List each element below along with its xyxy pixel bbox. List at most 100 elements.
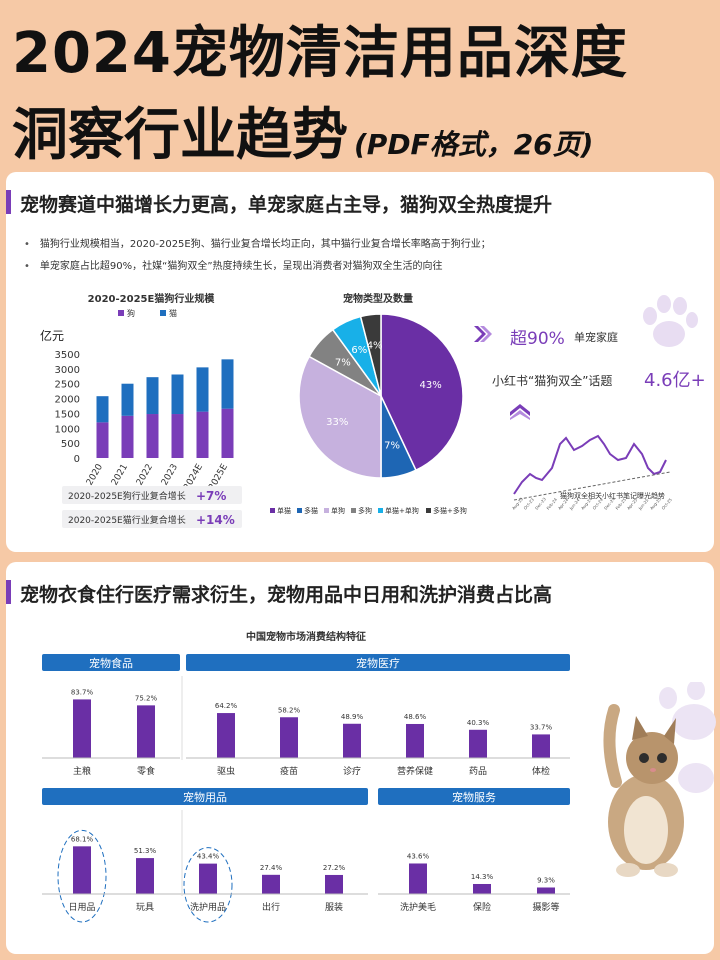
category-label: 服装: [325, 901, 343, 913]
pie-label: 43%: [419, 380, 441, 391]
legend-label: 多狗: [358, 506, 372, 515]
legend-swatch: [160, 310, 166, 316]
note-text: 2020-2025E狗行业复合增长: [68, 490, 186, 502]
legend-swatch: [118, 310, 124, 316]
category-label: 药品: [469, 766, 487, 777]
chart-title: 中国宠物市场消费结构特征: [246, 630, 366, 643]
bullet-item: 单宠家庭占比超90%，社媒“猫狗双全”热度持续生长，呈现出消费者对猫狗双全生活的…: [24, 256, 491, 278]
category-label: 诊疗: [343, 765, 361, 777]
category-label: 摄影等: [532, 901, 559, 913]
paw-print-icon: [659, 682, 716, 793]
legend-label: 单狗: [331, 506, 345, 515]
chart-title: 2020-2025E猫狗行业规模: [88, 292, 216, 305]
pie-label: 7%: [384, 441, 400, 452]
bar-狗-2025E: [221, 408, 234, 458]
legend-label: 多猫+多狗: [433, 506, 467, 515]
page-title-line1: 2024宠物清洁用品深度: [12, 21, 628, 86]
chevron-up-icon: [510, 404, 530, 420]
x-tick-label: 2021: [110, 463, 130, 488]
note-value: +14%: [196, 513, 235, 527]
bar-驱虫: [217, 713, 235, 758]
legend-label: 单猫+单狗: [385, 506, 419, 515]
bar-猫-2022: [146, 377, 159, 415]
pie-slice-单猫: [380, 313, 464, 472]
value-label: 48.9%: [341, 713, 364, 721]
bar-主粮: [73, 699, 91, 758]
value-label: 43.4%: [197, 853, 220, 861]
note-box: [62, 510, 242, 528]
bar-狗-2021: [121, 415, 134, 458]
category-label: 零食: [137, 765, 155, 777]
xhs-label: 小红书“猫狗双全”话题: [492, 374, 613, 388]
x-tick-label: 2022: [135, 463, 155, 488]
legend-swatch: [270, 508, 275, 513]
section1-heading: 宠物赛道中猫增长力更高，单宠家庭占主导，猫狗双全热度提升: [5, 190, 552, 217]
chevron-right-icon: [474, 326, 492, 342]
note-box: [62, 486, 242, 504]
kitten-illustration: [603, 704, 684, 877]
legend-label: 狗: [127, 308, 135, 318]
category-label: 出行: [262, 901, 280, 913]
bar-狗-2023: [171, 414, 184, 458]
page-title-line2: 洞察行业趋势 (PDF格式，26页): [12, 90, 593, 171]
category-label: 洗护美毛: [400, 901, 436, 913]
section2-heading: 宠物衣食住行医疗需求衍生，宠物用品中日用和洗护消费占比高: [5, 580, 552, 607]
trend-x-tick: Oct-23: [522, 497, 535, 511]
single-pet-label: 单宠家庭: [574, 331, 618, 344]
bar-狗-2022: [146, 414, 159, 458]
value-label: 33.7%: [530, 723, 553, 731]
y-axis-label: 亿元: [40, 328, 64, 343]
pie-label: 7%: [335, 357, 351, 368]
x-tick-label: 2023: [160, 463, 180, 488]
bar-猫-2021: [121, 383, 134, 416]
value-label: 14.3%: [471, 873, 494, 881]
value-label: 51.3%: [134, 847, 157, 855]
bullet-item: 猫狗行业规模相当，2020-2025E狗、猫行业复合增长均正向，其中猫行业复合增…: [24, 234, 491, 256]
bar-体检: [532, 734, 550, 758]
bar-服装: [325, 874, 343, 894]
value-label: 75.2%: [135, 694, 158, 702]
category-label: 保险: [473, 901, 491, 913]
bar-猫-2020: [96, 396, 109, 423]
section-card-2: 宠物衣食住行医疗需求衍生，宠物用品中日用和洗护消费占比高 中国宠物市场消费结构特…: [5, 562, 716, 954]
chart-title: 宠物类型及数量: [343, 292, 413, 305]
category-label: 体检: [532, 765, 550, 777]
bar-保险: [473, 883, 491, 894]
legend-label: 多猫: [304, 506, 318, 515]
legend-swatch: [378, 508, 383, 513]
pie-slice-单狗: [298, 355, 382, 479]
legend-label: 单猫: [277, 506, 291, 515]
bar-猫-2023: [171, 374, 184, 415]
trend-arrow: [513, 471, 671, 501]
bar-猫-2025E: [221, 359, 234, 409]
xhs-value: 4.6亿+: [644, 370, 706, 391]
pie-label: 6%: [351, 345, 367, 356]
value-label: 40.3%: [467, 719, 490, 727]
bar-摄影等: [537, 887, 555, 894]
legend-label: 猫: [169, 308, 177, 318]
bar-疫苗: [280, 717, 298, 758]
group-banner-label: 宠物医疗: [356, 656, 400, 670]
single-pet-percent: 超90%: [510, 329, 565, 349]
category-label: 日用品: [68, 902, 95, 913]
group-banner-宠物服务: [378, 788, 570, 805]
bar-零食: [137, 705, 155, 758]
group-banner-label: 宠物服务: [452, 790, 496, 804]
bar-狗-2020: [96, 422, 109, 458]
y-tick-label: 3000: [55, 365, 80, 376]
bar-洗护美毛: [409, 863, 427, 894]
bar-出行: [262, 874, 280, 894]
section-card-1: 宠物赛道中猫增长力更高，单宠家庭占主导，猫狗双全热度提升 猫狗行业规模相当，20…: [5, 172, 714, 552]
value-label: 64.2%: [215, 702, 238, 710]
legend-swatch: [351, 508, 356, 513]
legend-swatch: [426, 508, 431, 513]
legend-swatch: [324, 508, 329, 513]
group-banner-宠物用品: [42, 788, 368, 805]
trend-line: [513, 434, 667, 495]
y-tick-label: 1500: [55, 409, 80, 420]
category-label: 营养保健: [397, 765, 433, 777]
value-label: 27.2%: [323, 864, 346, 872]
trend-x-tick: Feb-24: [545, 497, 558, 511]
y-tick-label: 3500: [55, 350, 80, 361]
bar-诊疗: [343, 723, 361, 758]
